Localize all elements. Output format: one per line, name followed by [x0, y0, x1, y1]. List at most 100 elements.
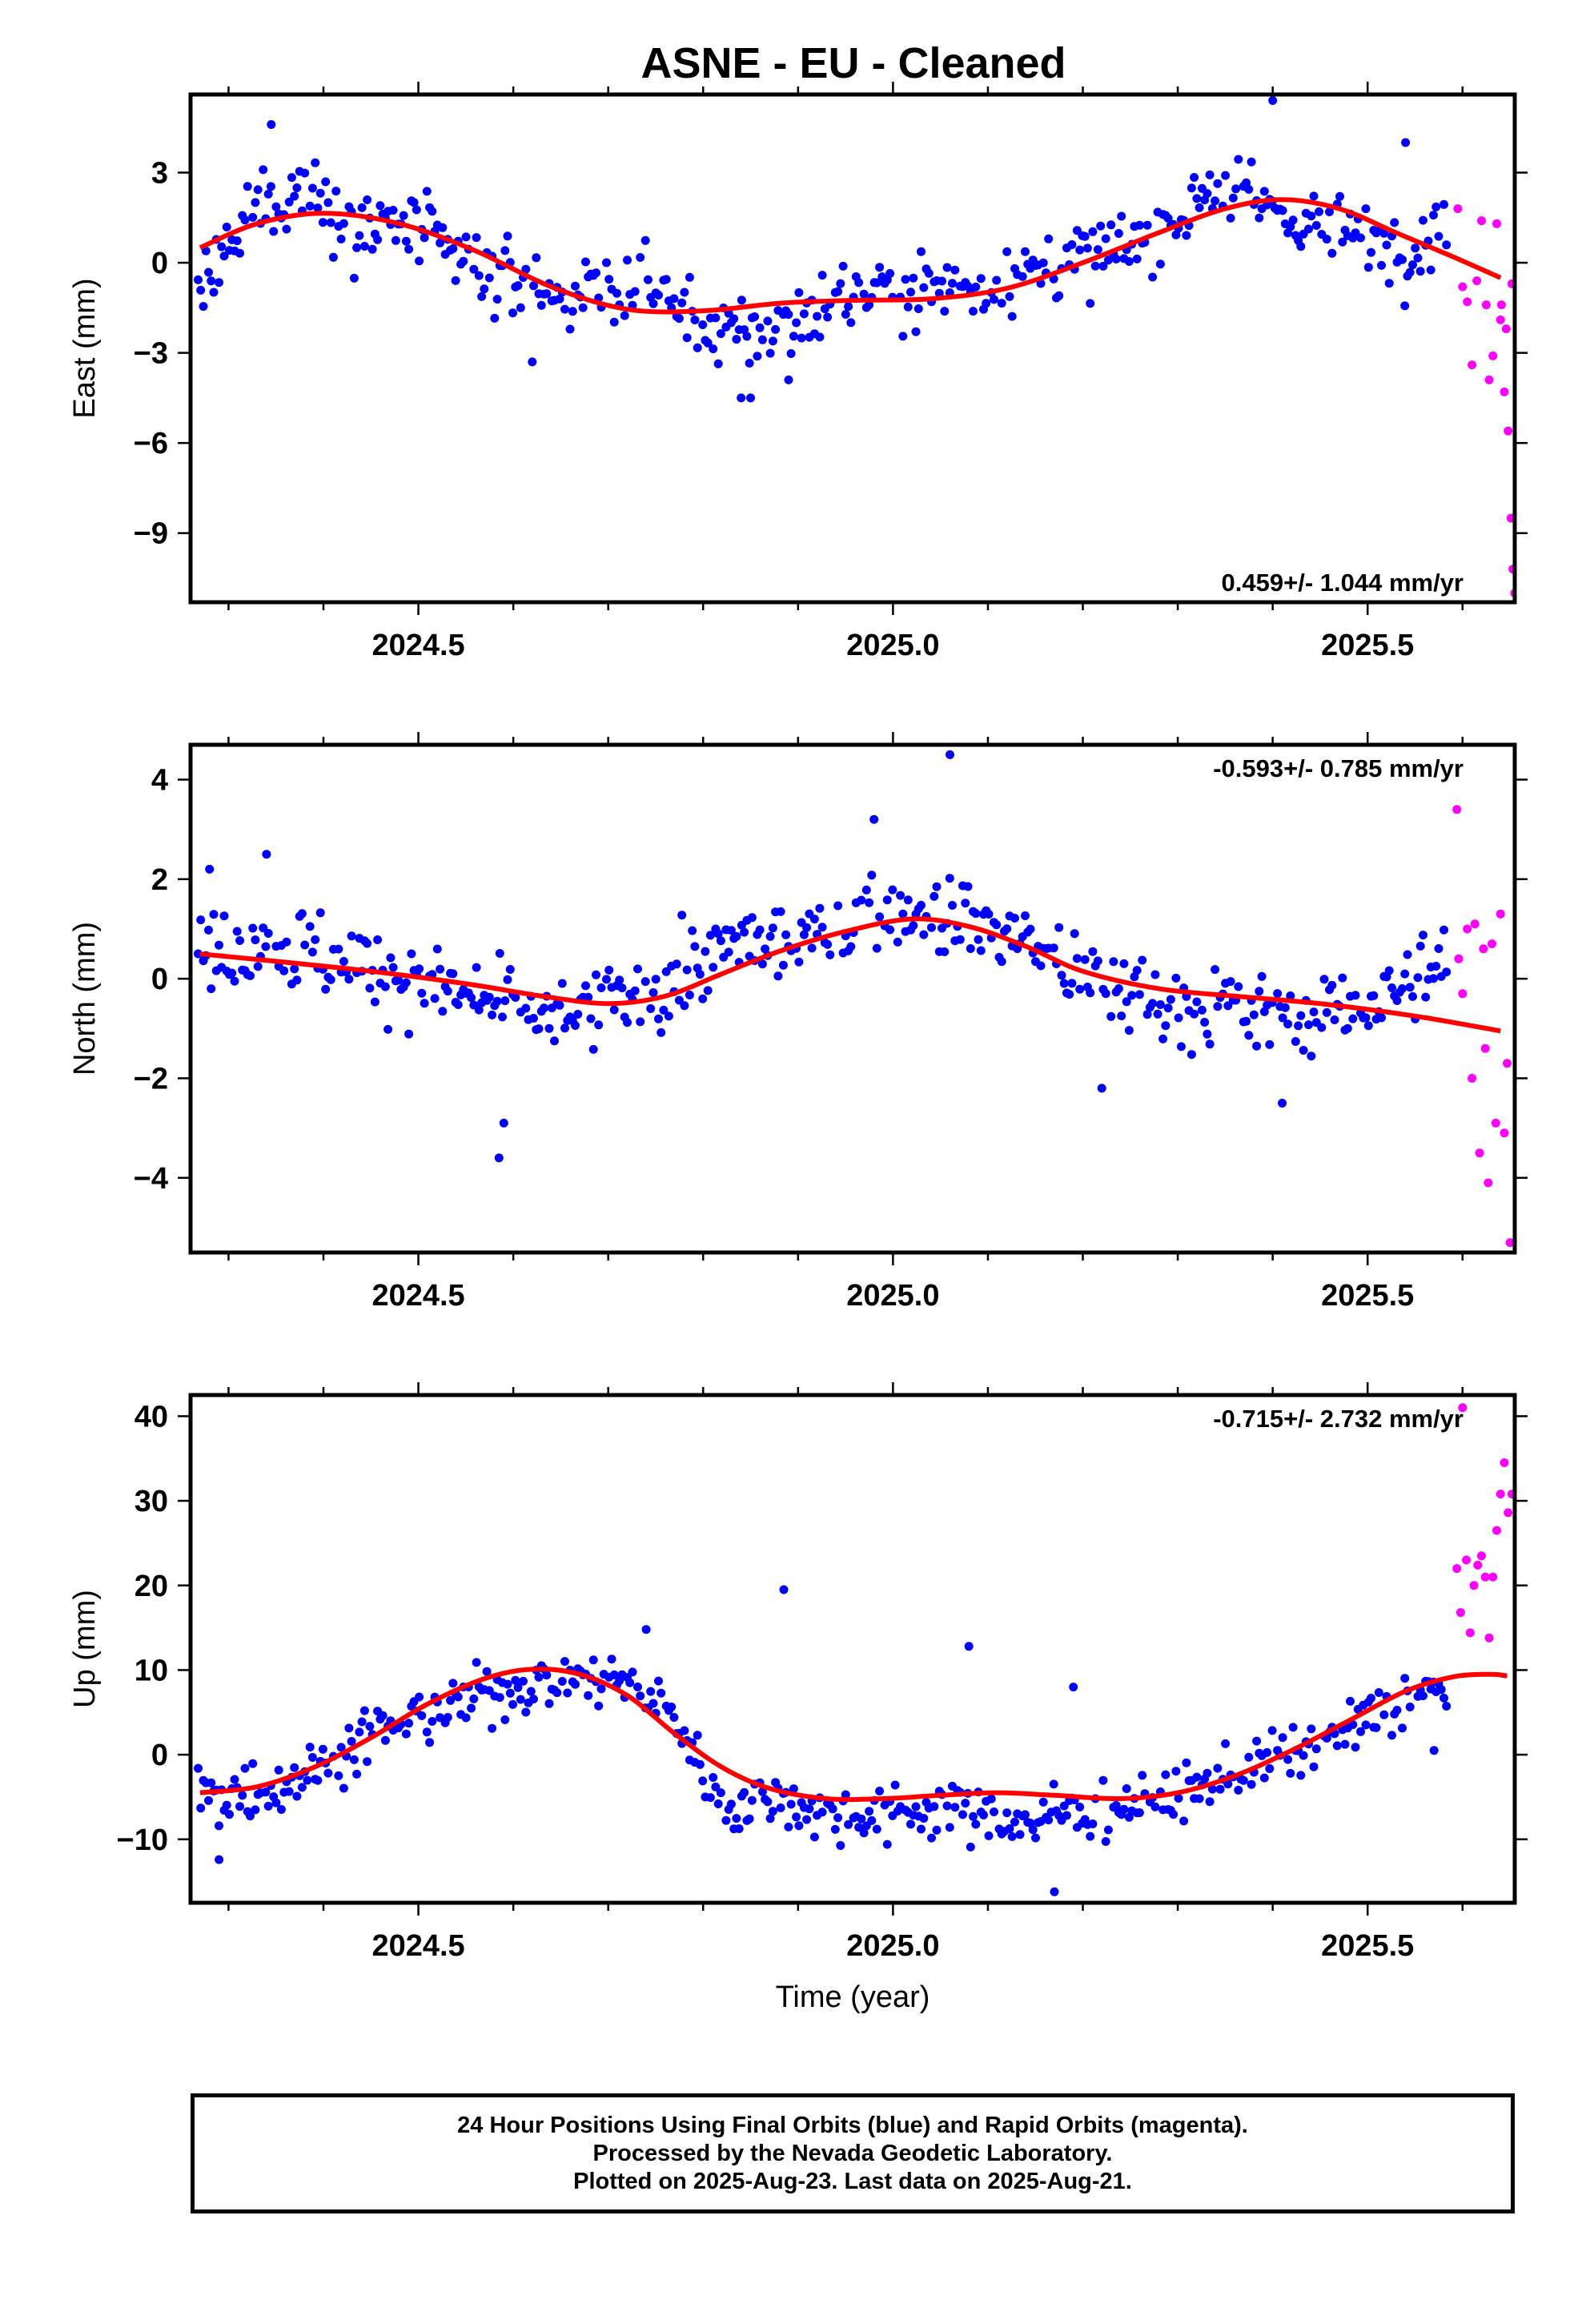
final-orbit-point: [365, 1722, 375, 1731]
final-orbit-point: [630, 287, 640, 296]
final-orbit-point: [1132, 966, 1142, 975]
final-orbit-point: [607, 1655, 616, 1664]
final-orbit-point: [516, 1695, 525, 1704]
final-orbit-point: [1101, 989, 1110, 999]
final-orbit-point: [875, 1787, 885, 1795]
final-orbit-point: [394, 975, 404, 985]
final-orbit-point: [297, 1783, 307, 1792]
rapid-orbit-point: [1456, 1608, 1465, 1618]
final-orbit-point: [399, 211, 408, 220]
final-orbit-point: [898, 332, 908, 341]
final-orbit-point: [459, 256, 468, 266]
final-orbit-point: [948, 901, 957, 910]
final-orbit-point: [1247, 1779, 1256, 1789]
final-orbit-point: [1174, 1794, 1183, 1803]
final-orbit-point: [1163, 1003, 1173, 1013]
final-orbit-point: [1213, 179, 1223, 188]
final-orbit-point: [251, 198, 260, 207]
final-orbit-point: [529, 281, 538, 291]
final-orbit-point: [1161, 1021, 1170, 1031]
final-orbit-point: [1203, 1768, 1212, 1778]
rapid-orbit-point: [1465, 1628, 1475, 1638]
final-orbit-point: [529, 1014, 538, 1023]
final-orbit-point: [588, 1044, 598, 1054]
final-orbit-point: [534, 1024, 544, 1034]
final-orbit-point: [709, 1773, 718, 1782]
y-tick-label: 10: [135, 1654, 168, 1687]
final-orbit-point: [932, 882, 942, 891]
final-orbit-point: [664, 1011, 673, 1021]
final-orbit-point: [246, 1811, 255, 1821]
final-orbit-point: [792, 318, 801, 328]
final-orbit-point: [698, 1776, 708, 1786]
final-orbit-point: [971, 1819, 981, 1829]
final-orbit-point: [1197, 1005, 1207, 1015]
final-orbit-point: [633, 964, 642, 974]
y-tick-label: 0: [151, 247, 168, 280]
final-orbit-point: [448, 969, 458, 979]
final-orbit-point: [654, 1676, 663, 1686]
final-orbit-point: [1299, 1751, 1308, 1760]
final-orbit-point: [215, 278, 223, 287]
final-orbit-point: [1351, 991, 1360, 1000]
final-orbit-point: [1098, 1775, 1108, 1785]
x-axis-label: Time (year): [776, 1980, 930, 2014]
final-orbit-point: [1421, 992, 1431, 1002]
model-fit-curve: [199, 197, 1502, 315]
final-orbit-point: [958, 1810, 967, 1819]
final-orbit-point: [1371, 1723, 1381, 1732]
final-orbit-point: [948, 279, 957, 288]
final-orbit-point: [230, 1775, 239, 1784]
final-orbit-point: [732, 1814, 741, 1823]
final-orbit-point: [833, 901, 843, 911]
final-orbit-point: [1411, 243, 1420, 253]
final-orbit-point: [656, 1027, 666, 1037]
final-orbit-point: [1031, 1833, 1040, 1843]
final-orbit-point: [209, 910, 219, 919]
final-orbit-point: [716, 936, 725, 946]
final-orbit-point: [472, 1658, 481, 1667]
final-orbit-point: [882, 1839, 892, 1849]
final-orbit-point: [253, 185, 263, 195]
final-orbit-point: [927, 923, 936, 932]
final-orbit-point: [1374, 1688, 1383, 1697]
final-orbit-point: [1348, 1014, 1358, 1023]
up-panel: 2024.5 2025.0 2025.5 40 30 20 10 0 −10 Up (mm) Tim…: [68, 1382, 1528, 2014]
final-orbit-point: [1363, 263, 1373, 272]
final-orbit-point: [578, 303, 588, 312]
final-orbit-point: [745, 359, 754, 368]
final-orbit-point: [469, 1694, 479, 1703]
final-orbit-point: [903, 302, 913, 312]
final-orbit-point: [219, 911, 229, 921]
final-orbit-point: [1195, 1794, 1204, 1803]
final-orbit-point: [1010, 914, 1019, 923]
final-orbit-point: [235, 248, 244, 258]
final-orbit-point: [282, 937, 291, 947]
final-orbit-point: [1150, 1802, 1160, 1811]
final-orbit-point: [263, 929, 273, 938]
final-orbit-point: [1134, 1808, 1144, 1817]
final-orbit-point: [1311, 1744, 1321, 1754]
final-orbit-point: [1190, 173, 1199, 182]
final-orbit-point: [461, 232, 471, 242]
rapid-orbit-point: [1503, 1059, 1512, 1068]
final-orbit-point: [1148, 272, 1158, 282]
final-orbit-point: [305, 201, 315, 211]
final-orbit-point: [1075, 984, 1085, 994]
rapid-orbit-point: [1458, 282, 1468, 292]
final-orbit-point: [474, 1005, 484, 1015]
final-orbit-point: [251, 935, 260, 945]
final-orbit-point: [232, 236, 242, 246]
footer-line-2: Processed by the Nevada Geodetic Laborat…: [592, 2140, 1113, 2166]
final-orbit-point: [1088, 1819, 1098, 1828]
final-orbit-point: [292, 183, 302, 192]
rapid-orbit-point: [1452, 1564, 1462, 1574]
final-orbit-point: [636, 1691, 645, 1701]
rapid-orbit-point: [1496, 909, 1505, 919]
final-orbit-point: [363, 195, 372, 204]
final-orbit-point: [279, 966, 289, 975]
final-orbit-point: [934, 288, 944, 298]
final-orbit-point: [1356, 1727, 1365, 1736]
y-axis-ticks: [178, 778, 1528, 1180]
final-orbit-point: [680, 1001, 689, 1011]
